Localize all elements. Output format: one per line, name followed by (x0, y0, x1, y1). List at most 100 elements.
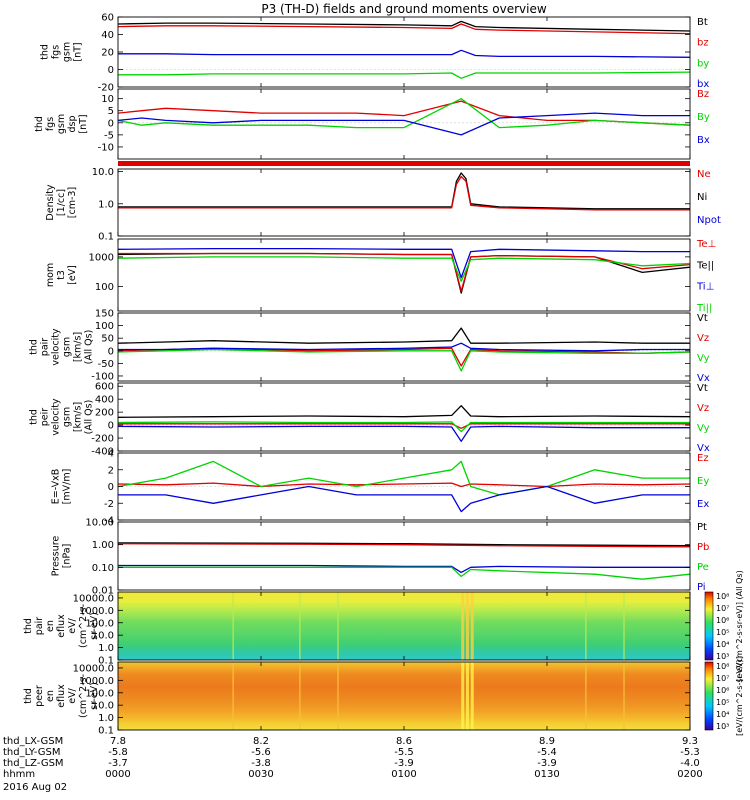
colorbar-tick-label: 10⁸ (716, 592, 729, 601)
legend-entry: Bt (697, 17, 708, 28)
y-tick-label: 5 (108, 106, 114, 117)
xaxis-value: 9.3 (682, 736, 698, 747)
series-line-Ex (118, 485, 690, 513)
y-tick-label: 1000.0 (79, 606, 114, 617)
spectrogram-streak (470, 592, 474, 660)
legend-entry: Ex (697, 499, 709, 510)
y-tick-label: 200 (95, 408, 114, 419)
series-line-By (118, 98, 690, 129)
xaxis-value: 8.2 (253, 736, 269, 747)
y-axis-label: thd (29, 339, 40, 355)
y-tick-label: 0 (108, 421, 114, 432)
y-tick-label: 10.0 (92, 701, 114, 712)
mode-bar (118, 161, 690, 166)
series-line-by (118, 71, 690, 79)
y-axis-label: sr-eV) (89, 682, 100, 710)
series-line-Vy (118, 348, 690, 372)
y-tick-label: 1000 (89, 252, 114, 263)
y-tick-label: 60 (101, 13, 114, 24)
plot-title: P3 (TH-D) fields and ground moments over… (261, 2, 546, 16)
colorbar-pair: 10⁸ 10⁷ 10⁶ 10⁵ 10⁴ 10³ [eV/(cm^2-s-sr-eV)] (A… (704, 570, 744, 682)
y-axis-label: peir (40, 408, 51, 427)
panel-frame (117, 521, 691, 591)
y-axis-label: E=-VxB (51, 469, 62, 504)
spectrogram-streak (623, 592, 625, 660)
series-line-Pi (118, 564, 690, 574)
y-axis-label: [1/cc] (56, 189, 67, 216)
series-line-Pe (118, 566, 690, 580)
xaxis-value: 0130 (534, 769, 559, 780)
legend-entry: By (697, 112, 710, 123)
spectrogram-streak (585, 662, 587, 730)
y-axis-label: eflux (56, 614, 67, 638)
y-tick-label: 2 (108, 465, 114, 476)
y-tick-label: 1.0 (98, 199, 114, 210)
y-axis-label: pair (34, 617, 45, 635)
xaxis-value: -5.8 (108, 747, 128, 758)
y-tick-label: -20 (98, 83, 114, 94)
y-axis-label: fgs (51, 45, 62, 59)
y-axis-label: gsm (62, 407, 73, 427)
y-axis-label: peer (34, 685, 45, 707)
legend-entry: by (697, 58, 709, 69)
legend-entry: Vy (697, 423, 710, 434)
series-line-Ni (118, 172, 690, 210)
legend-entry: bx (697, 79, 709, 90)
y-tick-label: 50 (101, 334, 114, 345)
y-tick-label: -10 (98, 142, 114, 153)
colorbar-peer: 10⁸ 10⁷ 10⁶ 10⁵ 10⁴ 10³ [eV/(cm^2-s-sr-eV)] (704, 656, 744, 736)
xaxis-value: -3.7 (108, 758, 128, 769)
colorbar-tick-label: 10⁴ (716, 640, 729, 649)
y-axis-label: velocity (51, 328, 62, 366)
colorbar-label: [eV/(cm^2-s-sr-eV)] (735, 656, 744, 736)
y-tick-label: 1000.0 (79, 676, 114, 687)
y-axis-label: velocity (51, 398, 62, 436)
xaxis-value: -5.4 (537, 747, 557, 758)
spectrogram-streak (461, 662, 465, 730)
legend-entry: Vx (697, 443, 710, 454)
y-tick-label: 40 (101, 30, 114, 41)
y-axis-label: gsm (62, 337, 73, 357)
y-tick-label: 20 (101, 48, 114, 59)
y-axis-label: thd (34, 116, 45, 132)
y-axis-label: eV/ (67, 617, 78, 633)
colorbar-tick-label: 10³ (716, 652, 729, 661)
y-tick-label: 400 (95, 395, 114, 406)
colorbar-tick-label: 10⁷ (716, 674, 729, 683)
series-line-Ey (118, 460, 690, 496)
legend-entry: Bx (697, 135, 710, 146)
y-axis-label: [nT] (78, 114, 89, 133)
y-axis-label: t3 (56, 270, 67, 280)
panel-pressure: 10.00 1.00 0.10 0.01 Pressure [nPa] Pt Pb Pe Pi (51, 518, 710, 597)
y-axis-label: eflux (56, 684, 67, 708)
spectrogram-streak (465, 662, 469, 730)
series-line-Vt (118, 405, 690, 418)
y-tick-label: 10.0 (92, 167, 114, 178)
panel-peer-energy-spectrogram: 10⁸ 10⁷ 10⁶ 10⁵ 10⁴ 10³ [eV/(cm^2-s-sr-eV)] 100… (23, 656, 744, 736)
y-tick-label: 1.0 (98, 713, 114, 724)
xaxis-value: -3.8 (251, 758, 271, 769)
legend-entry: Vt (697, 313, 708, 324)
colorbar-tick-label: 10⁴ (716, 710, 729, 719)
spectrogram-streak (299, 662, 301, 730)
legend-entry: Vx (697, 373, 710, 384)
panel-fgs-gsm-magnitude: 60 40 20 0 -20 thd fgs gsm [nT] Bt bz by bx (40, 13, 710, 94)
date-label: 2016 Aug 02 (3, 782, 67, 793)
legend-entry: Pi (697, 582, 706, 593)
xaxis-value: 7.8 (110, 736, 126, 747)
y-tick-label: 0.10 (92, 563, 114, 574)
series-line-Ne (118, 175, 690, 211)
y-axis-label: [mV/m] (62, 469, 73, 505)
xaxis-value: -4.0 (680, 758, 700, 769)
series-line-Bx (118, 112, 690, 136)
y-tick-label: 100 (95, 282, 114, 293)
y-axis-label: [km/s] (73, 332, 84, 362)
colorbar-tick-label: 10⁸ (716, 662, 729, 671)
y-tick-label: 150 (95, 309, 114, 320)
spectrogram-streak (461, 592, 465, 660)
xaxis-value: 0100 (391, 769, 416, 780)
xaxis-row-label: thd_LZ-GSM (3, 758, 64, 769)
legend-entry: Vy (697, 353, 710, 364)
series-line-Pb (118, 543, 690, 548)
legend-entry: bz (697, 38, 709, 49)
